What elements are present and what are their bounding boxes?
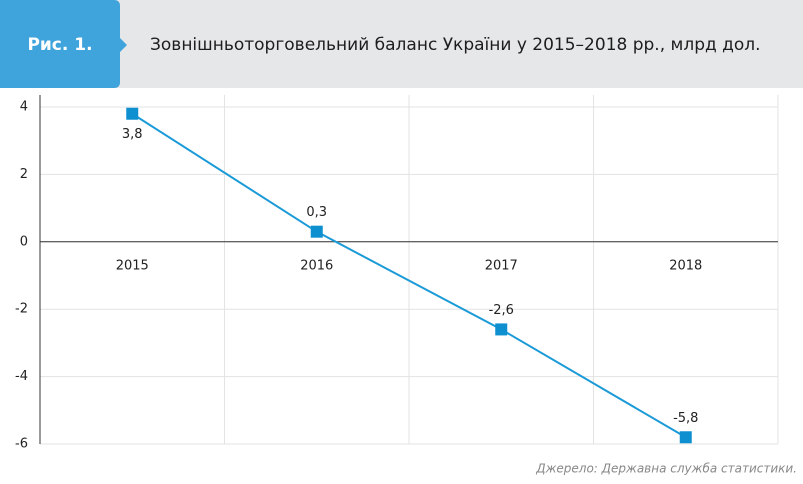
y-tick-label: -6 bbox=[15, 437, 28, 452]
point-marker bbox=[679, 431, 692, 444]
x-tick-label: 2016 bbox=[300, 258, 333, 273]
data-label: 0,3 bbox=[306, 205, 327, 220]
figure-label: Рис. 1. bbox=[27, 35, 92, 55]
point-marker bbox=[310, 225, 323, 238]
chart-title: Зовнішньоторговельний баланс України у 2… bbox=[150, 35, 761, 55]
source-note: Джерело: Державна служба статистики. bbox=[535, 462, 797, 476]
data-label: -5,8 bbox=[673, 411, 698, 426]
header-band bbox=[0, 0, 803, 88]
x-tick-label: 2017 bbox=[485, 258, 518, 273]
point-marker bbox=[495, 323, 508, 336]
y-tick-label: -4 bbox=[15, 369, 28, 384]
x-tick-label: 2018 bbox=[669, 258, 702, 273]
data-label: -2,6 bbox=[489, 303, 514, 318]
data-label: 3,8 bbox=[122, 127, 143, 142]
y-tick-label: 4 bbox=[20, 100, 28, 115]
figure-label-box bbox=[0, 0, 127, 88]
x-tick-label: 2015 bbox=[116, 258, 149, 273]
y-tick-label: 2 bbox=[20, 167, 28, 182]
point-marker bbox=[126, 107, 139, 120]
y-tick-label: -2 bbox=[15, 302, 28, 317]
series-line bbox=[131, 112, 687, 439]
y-tick-label: 0 bbox=[20, 234, 28, 249]
